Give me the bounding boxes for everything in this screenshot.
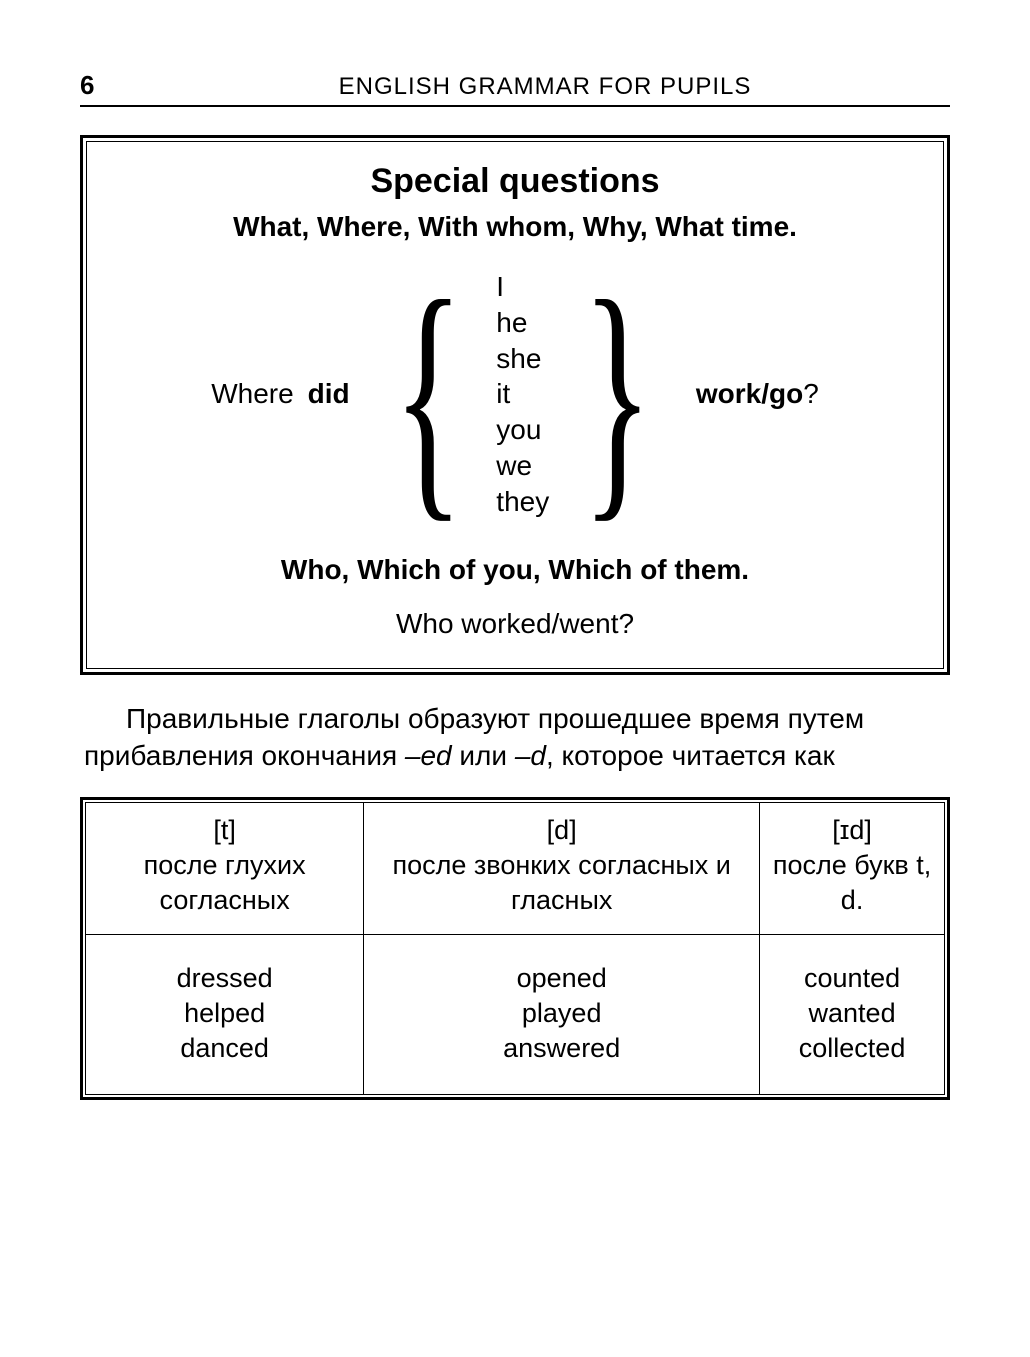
word-item: opened: [370, 961, 753, 996]
question-formula: Where did { Ihesheityouwethey } work/go?: [115, 269, 915, 520]
para-seg2: или: [452, 740, 515, 771]
para-em2: –d: [515, 740, 546, 771]
book-title: ENGLISH GRAMMAR FOR PUPILS: [140, 73, 950, 101]
question-mark: ?: [803, 378, 819, 409]
pronoun-item: he: [496, 305, 549, 341]
words-d: openedplayedanswered: [364, 934, 760, 1094]
wh-words-list: What, Where, With whom, Why, What time.: [115, 211, 915, 243]
right-brace-icon: }: [582, 281, 653, 509]
formula-verb: work/go?: [696, 378, 819, 410]
pronoun-item: it: [496, 376, 549, 412]
page-number: 6: [80, 70, 140, 101]
word-item: helped: [92, 996, 357, 1031]
formula-did: did: [308, 378, 350, 410]
pronoun-item: she: [496, 341, 549, 377]
pronoun-list: Ihesheityouwethey: [492, 269, 553, 520]
para-em1: –ed: [405, 740, 452, 771]
brace-group: { Ihesheityouwethey }: [364, 269, 682, 520]
ipa-t: [t]: [92, 813, 357, 848]
col-header-d: [d] после звонких согласных и гласных: [364, 802, 760, 934]
formula-where: Where: [211, 378, 293, 410]
running-head: 6 ENGLISH GRAMMAR FOR PUPILS: [80, 70, 950, 107]
special-questions-inner: Special questions What, Where, With whom…: [86, 141, 944, 669]
page: 6 ENGLISH GRAMMAR FOR PUPILS Special que…: [0, 0, 1030, 1357]
desc-d: после звонких согласных и гласных: [370, 848, 753, 918]
table-row: dressedhelpeddanced openedplayedanswered…: [86, 934, 945, 1094]
words-t: dressedhelpeddanced: [86, 934, 364, 1094]
words-id: countedwantedcollected: [760, 934, 945, 1094]
word-item: dressed: [92, 961, 357, 996]
desc-id: после букв t, d.: [766, 848, 938, 918]
pronoun-item: they: [496, 484, 549, 520]
para-seg3: , которое читается как: [546, 740, 835, 771]
desc-t: после глухих согласных: [92, 848, 357, 918]
pronoun-item: you: [496, 412, 549, 448]
pronoun-item: we: [496, 448, 549, 484]
word-item: played: [370, 996, 753, 1031]
col-header-id: [ɪd] после букв t, d.: [760, 802, 945, 934]
pronunciation-table-frame: [t] после глухих согласных [d] после зво…: [80, 797, 950, 1101]
pronoun-item: I: [496, 269, 549, 305]
explanation-paragraph: Правильные глаголы образуют прошедшее вр…: [84, 701, 946, 775]
word-item: counted: [766, 961, 938, 996]
word-item: answered: [370, 1031, 753, 1066]
left-brace-icon: {: [393, 281, 464, 509]
word-item: wanted: [766, 996, 938, 1031]
verb-text: work/go: [696, 378, 803, 409]
col-header-t: [t] после глухих согласных: [86, 802, 364, 934]
subject-example: Who worked/went?: [115, 608, 915, 640]
ipa-d: [d]: [370, 813, 753, 848]
word-item: danced: [92, 1031, 357, 1066]
ipa-id: [ɪd]: [766, 813, 938, 848]
pronunciation-table: [t] после глухих согласных [d] после зво…: [85, 802, 945, 1096]
word-item: collected: [766, 1031, 938, 1066]
table-row: [t] после глухих согласных [d] после зво…: [86, 802, 945, 934]
subject-wh-list: Who, Which of you, Which of them.: [115, 554, 915, 586]
special-questions-box: Special questions What, Where, With whom…: [80, 135, 950, 675]
box-title: Special questions: [115, 162, 915, 201]
